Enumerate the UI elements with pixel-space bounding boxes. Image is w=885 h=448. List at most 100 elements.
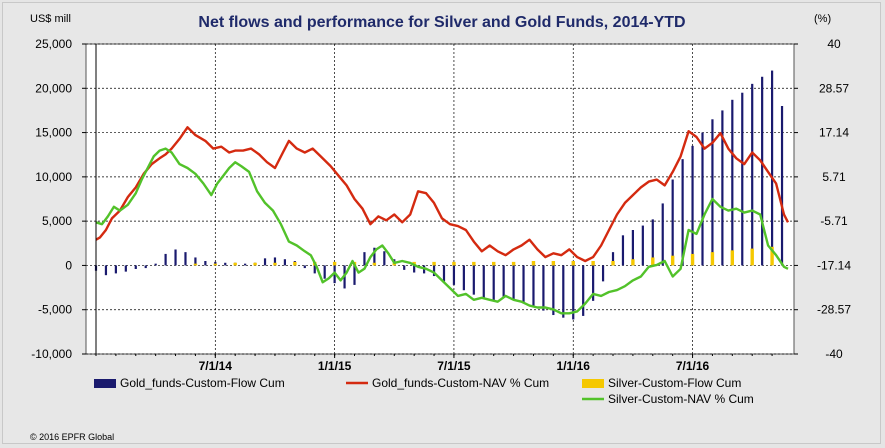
chart-title: Net flows and performance for Silver and… xyxy=(198,14,685,31)
gold-flow-bar xyxy=(472,265,475,295)
silver-flow-bar xyxy=(392,262,396,266)
gold-flow-bar xyxy=(383,251,386,266)
gold-flow-bar xyxy=(651,219,654,266)
gold-flow-bar xyxy=(164,253,167,266)
gold-flow-bar xyxy=(244,263,247,266)
legend-label: Gold_funds-Custom-Flow Cum xyxy=(120,376,285,390)
silver-flow-bar xyxy=(690,253,695,266)
right-tick-label: -28.57 xyxy=(817,303,851,317)
gold-nav-line xyxy=(95,126,790,263)
gold-flow-bar xyxy=(542,265,545,311)
silver-flow-bar xyxy=(651,257,655,266)
left-tick-label: -10,000 xyxy=(31,347,72,361)
silver-flow-bar xyxy=(631,259,635,266)
silver-flow-bar xyxy=(293,261,297,266)
gold-flow-bar xyxy=(721,110,724,266)
left-tick-label: 10,000 xyxy=(35,170,72,184)
x-tick-label: 1/1/15 xyxy=(318,359,352,373)
gold-flow-bar xyxy=(691,145,694,266)
silver-flow-bar xyxy=(770,246,774,266)
gold-flow-bar xyxy=(174,249,177,266)
gold-flow-bar xyxy=(303,265,306,269)
silver-flow-bar xyxy=(472,261,476,266)
legend-swatch-bar xyxy=(94,379,116,388)
gold-flow-bar xyxy=(582,265,585,316)
left-tick-label: 25,000 xyxy=(35,37,72,51)
right-tick-label: -40 xyxy=(825,347,843,361)
silver-flow-bar xyxy=(750,248,754,266)
gold-flow-bar xyxy=(283,259,287,266)
silver-flow-bar xyxy=(551,261,556,266)
gold-flow-bar xyxy=(572,265,575,320)
gold-flow-bar xyxy=(373,247,376,266)
right-tick-label: -17.14 xyxy=(817,258,851,272)
gold-flow-bar xyxy=(512,265,515,300)
silver-flow-bar xyxy=(531,261,536,266)
silver-flow-bar xyxy=(452,261,456,266)
left-tick-label: -5,000 xyxy=(38,303,72,317)
silver-flow-bar xyxy=(710,252,715,266)
gold-flow-bar xyxy=(770,70,774,266)
gold-flow-bar xyxy=(482,265,485,299)
gold-flow-bar xyxy=(711,119,714,266)
gold-flow-bar xyxy=(363,252,366,266)
gold-flow-bar xyxy=(592,265,595,301)
gold-flow-bar xyxy=(611,252,615,266)
silver-flow-bar xyxy=(432,261,436,266)
silver-flow-bar xyxy=(332,261,337,266)
plot-area xyxy=(85,43,795,355)
gold-flow-bar xyxy=(224,262,227,266)
right-axis-unit: (%) xyxy=(814,13,831,25)
gold-flow-bar xyxy=(313,265,316,274)
left-tick-label: 20,000 xyxy=(35,81,72,95)
gold-flow-bar xyxy=(432,265,436,277)
gold-flow-bar xyxy=(184,252,187,266)
gold-flow-bar xyxy=(194,257,197,266)
gold-flow-bar xyxy=(403,265,406,270)
gold-flow-bar xyxy=(502,265,505,298)
gold-flow-bar xyxy=(552,265,555,316)
gold-flow-bar xyxy=(114,265,117,274)
silver-flow-bar xyxy=(511,261,516,266)
legend: Gold_funds-Custom-Flow Cum Gold_funds-Cus… xyxy=(94,376,754,406)
gold-flow-bar xyxy=(452,265,456,285)
gold-flow-bar xyxy=(144,265,147,269)
gold-flow-bar xyxy=(780,106,784,266)
silver-flow-bar xyxy=(611,261,615,266)
gold-flow-bar xyxy=(751,83,754,266)
gold-flow-bar xyxy=(631,230,634,266)
gold-flow-bar xyxy=(104,265,108,276)
silver-flow-bar xyxy=(253,262,257,266)
gold-flow-bar xyxy=(462,265,465,291)
x-tick-label: 7/1/15 xyxy=(437,359,471,373)
right-tick-label: 17.14 xyxy=(819,126,849,140)
x-tick-label: 7/1/16 xyxy=(676,359,710,373)
gold-flow-bar xyxy=(661,203,664,266)
left-tick-label: 0 xyxy=(65,258,72,272)
gold-flow-bar xyxy=(323,265,326,279)
silver-nav-line xyxy=(95,147,789,315)
gold-flow-bar xyxy=(562,265,565,318)
gold-flow-bar xyxy=(263,258,267,266)
left-tick-label: 15,000 xyxy=(35,126,72,140)
gold-flow-bar xyxy=(492,265,495,300)
line-layer xyxy=(95,126,790,315)
gold-flow-bar xyxy=(413,265,416,273)
gold-flow-bar xyxy=(671,179,674,266)
right-tick-label: 5.71 xyxy=(822,170,846,184)
silver-flow-bar xyxy=(193,263,198,266)
axes: 25,000 20,000 15,000 10,000 5,000 0 -5,000 -10,… xyxy=(31,37,851,373)
gold-flow-bar xyxy=(522,265,525,304)
right-tick-label: 28.57 xyxy=(819,81,849,95)
left-axis-unit: US$ mill xyxy=(30,13,71,25)
right-tick-label: 40 xyxy=(827,37,841,51)
gold-flow-bar xyxy=(532,265,535,308)
gold-flow-bar xyxy=(273,257,277,266)
silver-flow-bar xyxy=(372,262,377,266)
copyright-text: © 2016 EPFR Global xyxy=(30,432,114,442)
gold-flow-bar xyxy=(204,261,207,266)
legend-label: Silver-Custom-Flow Cum xyxy=(608,376,741,390)
silver-flow-bar xyxy=(730,250,735,266)
silver-flow-bar xyxy=(233,262,237,266)
